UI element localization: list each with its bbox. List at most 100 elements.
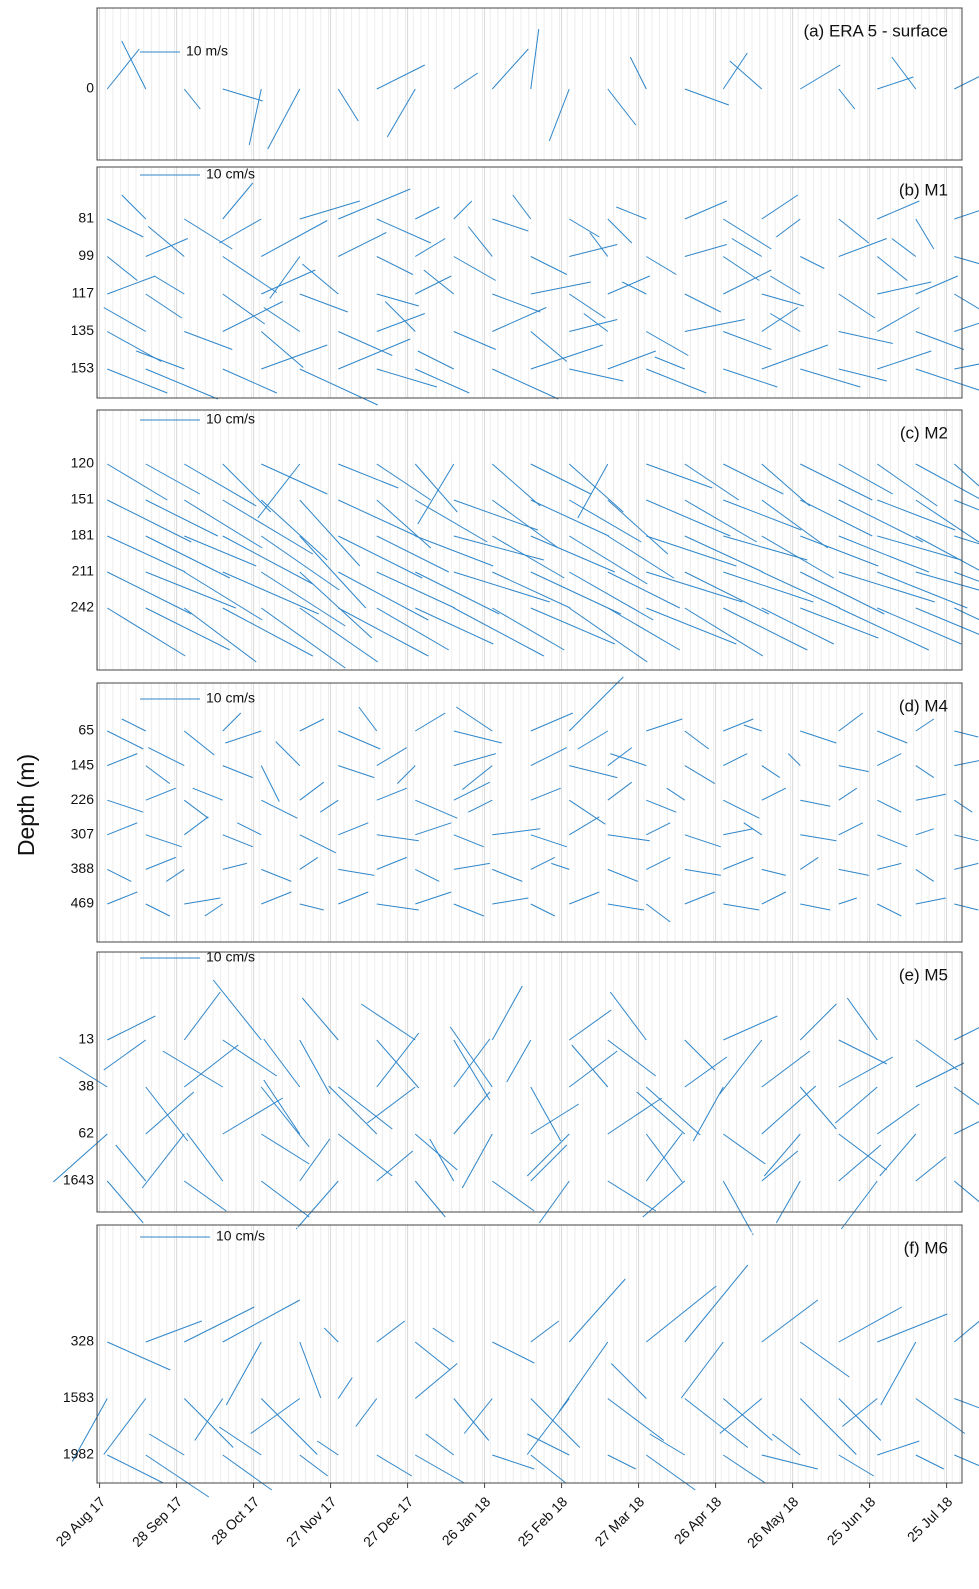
stick [376,218,431,244]
stick [684,535,763,573]
stick [666,787,686,801]
stick [453,535,544,561]
stick [915,897,946,905]
panel-background [97,1225,962,1483]
stick [607,1097,663,1135]
stick [225,730,262,744]
stick [761,1085,817,1135]
stick [743,822,763,836]
stick [569,816,600,836]
stick [449,1026,493,1088]
stick [538,1180,570,1224]
stick [492,293,541,313]
stick [877,903,902,917]
stick [800,903,831,911]
stick [376,64,426,90]
scale-label: 10 cm/s [206,166,255,182]
stick [761,194,799,220]
stick [338,535,423,579]
stick [222,293,266,325]
stick [770,313,801,332]
scale-label: 10 m/s [186,43,228,59]
stick [184,499,263,549]
y-tick-label: 1982 [63,1446,94,1462]
stick [645,1285,717,1343]
panel-title: (b) M1 [899,180,948,199]
stick [184,331,233,350]
stick [107,499,192,543]
stick [877,350,932,370]
stick [107,822,138,836]
stick [954,210,979,220]
stick [453,1039,491,1101]
panel-title: (f) M6 [904,1238,948,1257]
stick [838,712,864,732]
stick [530,903,556,917]
stick [877,307,920,332]
stick [219,218,262,244]
stick [731,238,763,257]
stick [107,535,186,573]
stick [877,281,932,295]
stick [569,499,642,543]
stick [299,903,324,911]
stick [415,535,494,567]
stick [103,307,147,332]
stick [222,571,319,615]
y-tick-label: 181 [71,527,95,543]
stick [876,256,908,281]
stick [492,1341,535,1364]
panel-background [97,683,962,942]
stick [337,1377,353,1399]
stick [530,834,567,848]
stick [492,218,529,232]
stick [147,226,185,257]
y-tick-label: 1583 [63,1389,94,1405]
stick [684,463,740,501]
stick [954,799,973,813]
stick [838,218,870,244]
stick [415,368,470,394]
stick [838,897,857,905]
stick [915,765,935,779]
stick [415,275,452,295]
stick [569,244,618,257]
stick [800,1341,850,1378]
stick [838,822,864,836]
stick [530,281,591,295]
stick [646,331,689,356]
stick [107,368,168,394]
stick [338,765,375,779]
stick [376,463,432,501]
stick [145,1086,189,1142]
stick [145,238,188,257]
stick [800,535,879,567]
stick [338,822,369,836]
stick [877,463,938,507]
stick [492,607,565,651]
stick [376,256,414,275]
stick [491,48,529,90]
stick [492,1454,535,1470]
stick [162,1050,224,1088]
x-tick-label: 25 Feb 18 [514,1493,570,1549]
stick [530,856,556,870]
stick [800,499,873,537]
stick [376,903,419,911]
y-tick-label: 65 [78,722,94,738]
stick [261,344,328,370]
stick [838,88,856,110]
stick [261,220,328,257]
stick [530,1454,567,1484]
stick [261,799,298,819]
stick [607,88,637,126]
stick [838,607,930,651]
stick [530,787,561,801]
stick [684,607,764,657]
panel-background [97,952,962,1212]
stick [386,88,416,138]
stick [840,1180,878,1230]
stick [384,301,416,332]
scale-label: 10 cm/s [206,949,255,965]
